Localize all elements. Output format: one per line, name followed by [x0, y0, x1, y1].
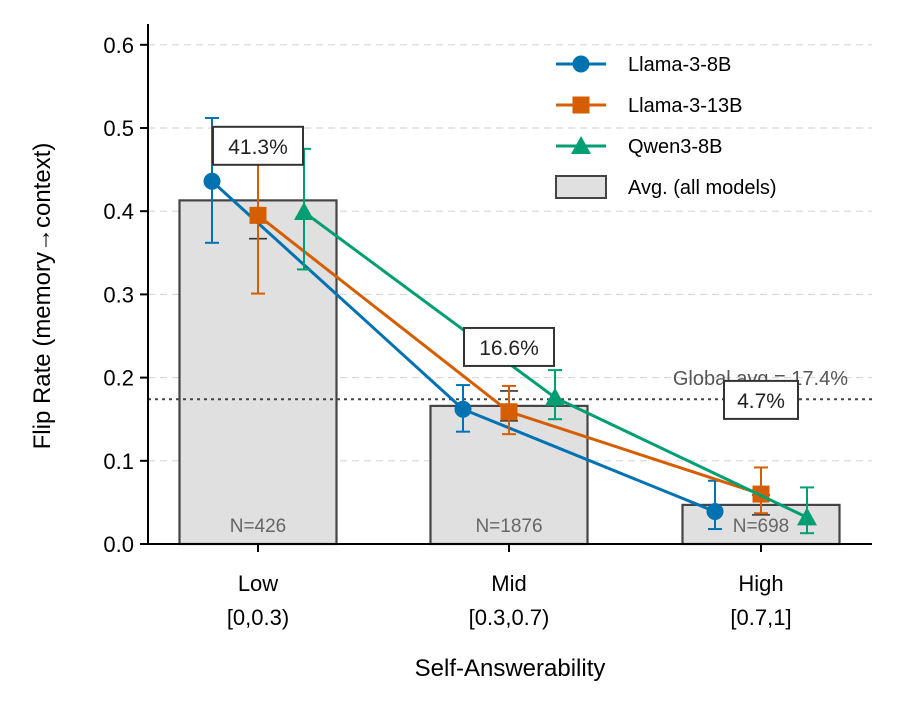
pct-box-2: [723, 379, 799, 420]
y-tick-label-0: 0.0: [103, 532, 134, 557]
y-axis-title: Flip Rate (memory→context): [29, 143, 56, 450]
y-tick-label-5: 0.5: [103, 116, 134, 141]
global-avg-label: Global avg = 17.4%: [673, 368, 848, 390]
y-tick-label-4: 0.4: [103, 199, 134, 224]
y-tick-label-1: 0.1: [103, 449, 134, 474]
pct-label-0: 41.3%: [228, 136, 288, 159]
legend-label-llama-3-8b: Llama-3-8B: [628, 54, 731, 76]
model-series: [203, 117, 817, 535]
count-label-2: N=698: [733, 516, 790, 537]
bar-annotations: 41.3% N=426 16.6% N=1876 4.7% N=698: [212, 125, 799, 537]
legend: Llama-3-8B Llama-3-13B Qwen3-8B Avg. (all m…: [555, 54, 777, 199]
count-label-0: N=426: [230, 516, 287, 537]
y-tick-label-3: 0.3: [103, 282, 134, 307]
legend-label-llama-3-13b: Llama-3-13B: [628, 95, 743, 117]
point-llama-3-13b-1: [500, 403, 518, 421]
x-axis-title: Self-Answerability: [415, 655, 606, 682]
legend-marker-llama-3-8b: [572, 55, 590, 73]
x-tick-label-mid: Mid: [491, 571, 526, 596]
point-llama-3-13b-0: [249, 206, 267, 224]
pct-box-1: [463, 326, 555, 367]
point-llama-3-8b-1: [454, 400, 472, 418]
x-tick-range-high: [0.7,1]: [730, 605, 791, 630]
x-tick-range-low: [0,0.3): [227, 605, 289, 630]
legend-swatch-avg: [555, 175, 607, 199]
x-tick-label-high: High: [738, 571, 783, 596]
axes: 0.0 0.1 0.2 0.3 0.4 0.5 0.6 Low [0,0.3) Mid [0.3,0…: [29, 24, 872, 682]
count-label-1: N=1876: [475, 516, 542, 537]
point-llama-3-8b-0: [203, 172, 221, 190]
pct-box-0: [212, 125, 304, 166]
point-qwen3-8b-2: [797, 507, 817, 526]
y-tick-label-6: 0.6: [103, 33, 134, 58]
point-llama-3-8b-2: [706, 503, 724, 521]
pct-label-2: 4.7%: [737, 390, 785, 413]
pct-label-1: 16.6%: [479, 337, 539, 360]
legend-label-qwen3-8b: Qwen3-8B: [628, 136, 723, 158]
legend-marker-llama-3-13b: [572, 96, 590, 114]
legend-marker-qwen3-8b: [571, 136, 591, 154]
legend-label-avg: Avg. (all models): [628, 177, 777, 199]
x-tick-label-low: Low: [238, 571, 278, 596]
y-tick-label-2: 0.2: [103, 366, 134, 391]
point-qwen3-8b-1: [545, 387, 565, 406]
x-tick-range-mid: [0.3,0.7): [469, 605, 550, 630]
point-qwen3-8b-0: [294, 202, 314, 221]
